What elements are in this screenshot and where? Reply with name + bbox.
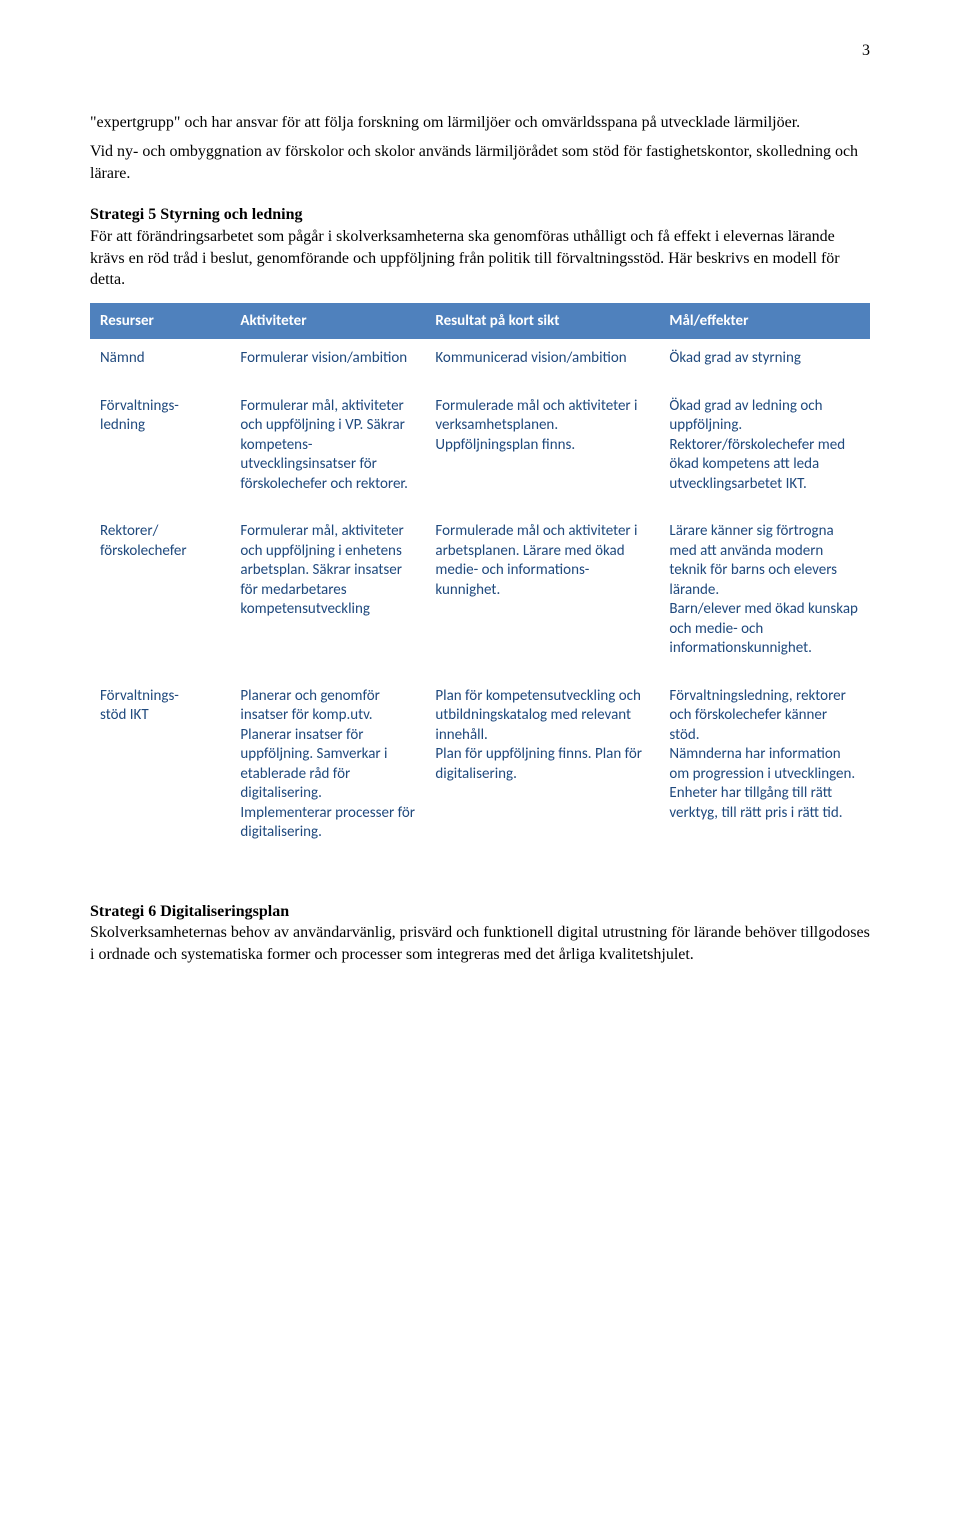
table-row: Nämnd Formulerar vision/ambition Kommuni… — [90, 339, 870, 387]
strategy6-heading: Strategi 6 Digitaliseringsplan — [90, 903, 289, 920]
table-row: Förvaltnings-ledning Formulerar mål, akt… — [90, 387, 870, 513]
intro-paragraph-1: "expertgrupp" och har ansvar för att föl… — [90, 112, 870, 134]
cell-mal: Lärare känner sig förtrogna med att anvä… — [659, 512, 870, 677]
cell-mal: Ökad grad av styrning — [659, 339, 870, 387]
cell-mal: Ökad grad av ledning och uppföljning. Re… — [659, 387, 870, 513]
strategy5-heading: Strategi 5 Styrning och ledning — [90, 206, 302, 223]
table-row: Rektorer/förskolechefer Formulerar mål, … — [90, 512, 870, 677]
strategy6-body: Skolverksamheternas behov av användarvän… — [90, 924, 870, 963]
cell-aktiviteter: Formulerar mål, aktiviteter och uppföljn… — [230, 512, 425, 677]
cell-resurser: Förvaltnings-ledning — [90, 387, 230, 513]
cell-resurser: Förvaltnings-stöd IKT — [90, 677, 230, 861]
table-row: Förvaltnings-stöd IKT Planerar och genom… — [90, 677, 870, 861]
strategy5-body: För att förändringsarbetet som pågår i s… — [90, 228, 840, 288]
cell-aktiviteter: Formulerar vision/ambition — [230, 339, 425, 387]
cell-resurser: Nämnd — [90, 339, 230, 387]
strategy5-block: Strategi 5 Styrning och ledning För att … — [90, 204, 870, 290]
col-header-mal: Mål/effekter — [659, 303, 870, 339]
cell-resultat: Kommunicerad vision/ambition — [425, 339, 659, 387]
cell-aktiviteter: Planerar och genomför insatser för komp.… — [230, 677, 425, 861]
cell-resultat: Plan för kompetensutveckling och utbildn… — [425, 677, 659, 861]
col-header-aktiviteter: Aktiviteter — [230, 303, 425, 339]
table-header-row: Resurser Aktiviteter Resultat på kort si… — [90, 303, 870, 339]
strategy6-block: Strategi 6 Digitaliseringsplan Skolverks… — [90, 901, 870, 966]
intro-paragraph-2: Vid ny- och ombyggnation av förskolor oc… — [90, 141, 870, 184]
col-header-resultat: Resultat på kort sikt — [425, 303, 659, 339]
strategy5-table: Resurser Aktiviteter Resultat på kort si… — [90, 303, 870, 861]
cell-aktiviteter: Formulerar mål, aktiviteter och uppföljn… — [230, 387, 425, 513]
cell-resultat: Formulerade mål och aktiviteter i verksa… — [425, 387, 659, 513]
cell-resurser: Rektorer/förskolechefer — [90, 512, 230, 677]
page-number: 3 — [90, 40, 870, 62]
cell-resultat: Formulerade mål och aktiviteter i arbets… — [425, 512, 659, 677]
col-header-resurser: Resurser — [90, 303, 230, 339]
cell-mal: Förvaltningsledning, rektorer och försko… — [659, 677, 870, 861]
